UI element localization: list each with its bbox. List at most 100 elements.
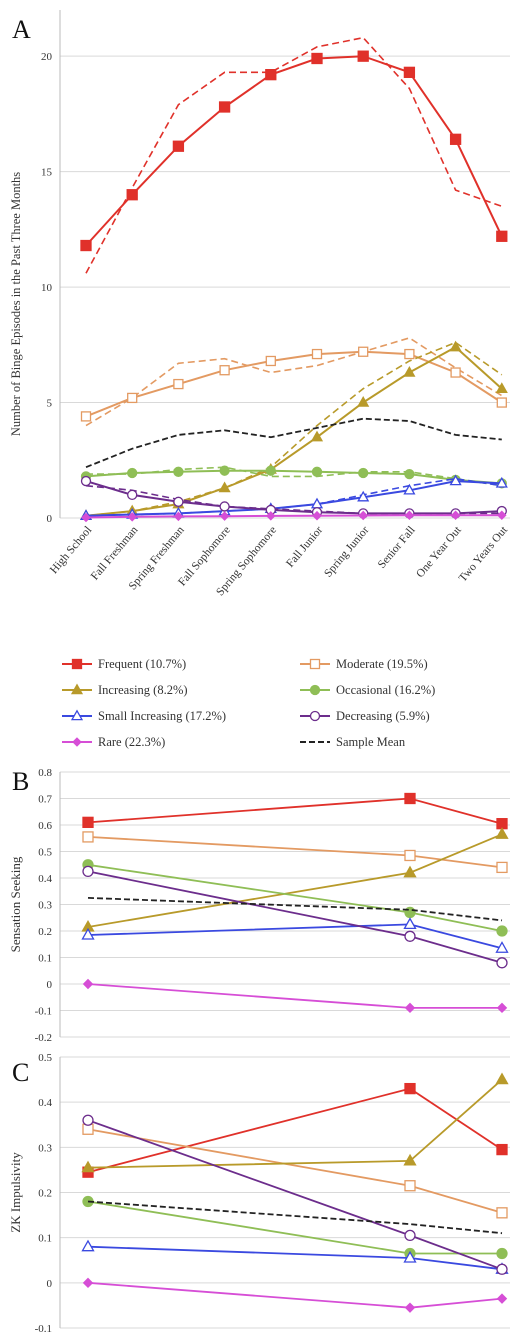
panel-c: C -0.1 0 0.1 0.2 0.3 0.4 0.5 ZK Impulsivity: [8, 1052, 510, 1335]
legend-item-occasional: Occasional (16.2%): [300, 683, 435, 697]
data-point: [80, 475, 92, 487]
y-tick-label: 0.2: [38, 1188, 52, 1200]
data-point: [172, 140, 185, 152]
legend: Frequent (10.7%) Moderate (19.5%) Increasi…: [62, 657, 435, 749]
data-point: [127, 467, 138, 479]
data-point: [404, 930, 416, 942]
y-tick-label: 0.4: [38, 873, 52, 885]
legend-label: Moderate (19.5%): [336, 657, 428, 671]
data-point: [310, 430, 324, 442]
data-point: [403, 1250, 417, 1263]
legend-item-rare: Rare (22.3%): [62, 735, 165, 749]
data-point: [173, 378, 184, 390]
series-decreasing: [82, 1114, 508, 1275]
legend-marker: [309, 658, 321, 670]
legend-label: Small Increasing (17.2%): [98, 709, 226, 723]
legend-marker: [309, 684, 321, 696]
data-point: [82, 831, 94, 843]
y-tick-label: 20: [41, 51, 53, 63]
data-point: [357, 50, 369, 62]
panel-b-label: B: [12, 767, 29, 796]
series-moderate: [82, 831, 508, 874]
estimated-line: [85, 36, 503, 274]
data-point: [218, 481, 231, 493]
panel-c-label: C: [12, 1058, 29, 1087]
data-point: [496, 957, 508, 969]
data-point: [404, 792, 416, 805]
panel-b: B -0.2 -0.1 0 0.1 0.2 0.3 0.4 0.5 0.6 0.7 0.8 Sensat…: [8, 767, 510, 1044]
series-increasing: [81, 1072, 509, 1173]
data-point: [495, 476, 508, 488]
data-point: [357, 490, 370, 502]
data-point: [496, 925, 508, 937]
legend-label: Frequent (10.7%): [98, 657, 186, 671]
legend-marker: [70, 683, 84, 695]
data-point: [495, 1072, 509, 1085]
y-tick-label: -0.2: [35, 1032, 52, 1044]
panel-a-label: A: [12, 15, 31, 44]
data-point: [404, 1082, 416, 1095]
data-point: [81, 512, 91, 523]
y-tick-label: 0.1: [38, 953, 52, 965]
y-tick-label: 0.3: [38, 1142, 52, 1154]
data-point: [265, 465, 276, 476]
legend-item-decreasing: Decreasing (5.9%): [300, 709, 430, 723]
data-point: [81, 1239, 95, 1252]
y-tick-label: 0.5: [38, 1052, 52, 1064]
data-point: [496, 1263, 508, 1275]
estimated-line: [85, 337, 503, 427]
data-point: [173, 511, 184, 522]
data-point: [127, 392, 138, 404]
data-point: [173, 496, 184, 507]
data-point: [496, 818, 508, 830]
legend-label: Sample Mean: [336, 735, 406, 749]
series-moderate: [82, 1123, 508, 1219]
observed-line: [85, 480, 502, 517]
legend-label: Occasional (16.2%): [336, 683, 435, 697]
y-tick-label: 0.2: [38, 926, 52, 938]
series-sample-mean: [87, 897, 503, 922]
data-point: [403, 865, 417, 878]
series-decreasing: [82, 865, 508, 969]
data-point: [219, 511, 230, 521]
data-point: [403, 917, 417, 930]
series-rare: [82, 1277, 508, 1313]
data-point: [449, 340, 462, 352]
data-point: [403, 1153, 417, 1166]
y-tick-label: 0.5: [38, 847, 52, 859]
estimated-line: [85, 341, 503, 517]
data-point: [80, 411, 92, 422]
estimated-line: [85, 484, 502, 515]
data-point: [496, 861, 508, 874]
legend-item-frequent: Frequent (10.7%): [62, 657, 186, 671]
data-point: [496, 1293, 508, 1304]
legend-marker: [72, 737, 82, 747]
data-point: [496, 230, 508, 242]
legend-label: Rare (22.3%): [98, 735, 165, 749]
data-point: [403, 366, 416, 377]
data-point: [496, 1247, 508, 1260]
legend-item-sample-mean: Sample Mean: [300, 735, 406, 749]
data-point: [265, 355, 276, 367]
data-point: [311, 52, 323, 65]
series-moderate: [80, 337, 507, 427]
observed-line: [85, 514, 502, 519]
legend-label: Decreasing (5.9%): [336, 709, 430, 723]
legend-marker: [70, 709, 84, 721]
data-point: [82, 816, 94, 828]
y-tick-label: 0.7: [38, 794, 52, 806]
data-point: [311, 348, 323, 360]
y-tick-label: 0: [47, 513, 53, 525]
y-tick-label: 0: [47, 1278, 53, 1290]
data-point: [219, 465, 230, 476]
y-tick-label: -0.1: [35, 1323, 52, 1335]
y-axis-label: ZK Impulsivity: [8, 1152, 23, 1233]
data-point: [126, 189, 138, 201]
data-point: [82, 865, 94, 878]
data-point: [312, 510, 322, 521]
data-point: [449, 474, 462, 486]
observed-line: [85, 55, 503, 247]
observed-line: [85, 350, 503, 418]
series-increasing: [81, 827, 509, 932]
